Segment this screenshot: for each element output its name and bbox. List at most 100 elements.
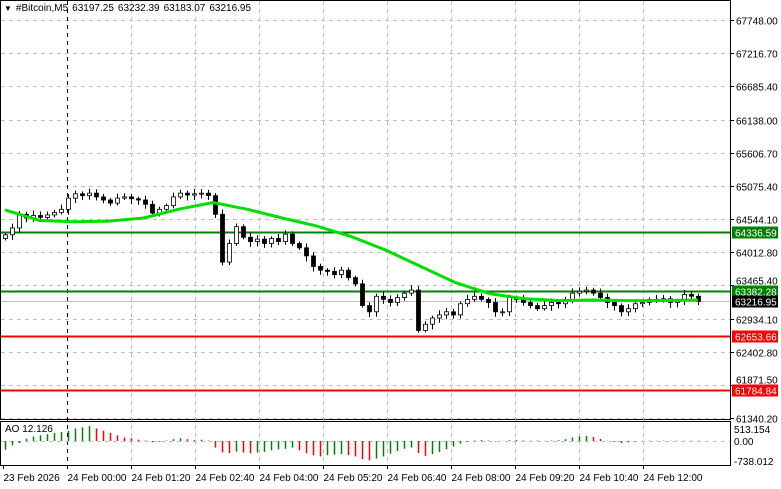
bear-candle [528,302,533,306]
bear-candle [94,192,99,198]
y-tick-label: 62402.80 [736,349,778,360]
bear-candle [493,302,498,313]
bull-candle [59,208,64,213]
bull-candle [507,297,512,313]
bear-candle [619,305,624,313]
x-tick-label: 24 Feb 00:00 [68,473,127,484]
bear-candle [206,192,211,197]
bear-candle [556,302,561,305]
y-tick-label: 67748.00 [736,17,778,28]
bull-candle [542,305,547,310]
bear-candle [591,289,596,294]
x-tick-label: 24 Feb 06:40 [388,473,447,484]
bull-candle [444,311,449,316]
triangle-down-icon[interactable]: ▼ [4,4,12,13]
x-tick-label: 24 Feb 09:20 [516,473,575,484]
bear-candle [318,266,323,271]
bear-candle [360,283,365,306]
bear-candle [689,294,694,297]
bear-candle [297,243,302,249]
x-tick-label: 24 Feb 04:00 [260,473,319,484]
bull-candle [115,197,120,204]
bull-candle [3,234,8,239]
y-tick-label: 66685.40 [736,83,778,94]
moving-average-line [4,200,699,303]
price-label: 61784.84 [735,387,777,398]
bear-candle [381,295,386,300]
bull-candle [73,193,78,199]
bear-candle [108,199,113,204]
bear-candle [213,195,218,215]
x-tick-label: 24 Feb 12:00 [644,473,703,484]
ao-indicator-label: AO 12.126 [5,424,53,435]
bear-candle [150,203,155,214]
main-plot-frame [0,0,731,420]
bull-candle [430,317,435,325]
bull-candle [192,193,197,196]
close-value: 63216.95 [209,3,252,14]
bull-candle [409,289,414,294]
bear-candle [353,277,358,285]
bull-candle [577,290,582,294]
bull-candle [10,227,15,236]
bear-candle [332,271,337,275]
bear-candle [451,311,456,316]
bear-candle [241,226,246,238]
y-tick-label: 63465.40 [736,277,778,288]
y-tick-label: 65606.70 [736,150,778,161]
ao-axis-label: 513.154 [734,425,771,436]
bear-candle [304,247,309,257]
bear-candle [129,196,134,200]
symbol-label: #Bitcoin,M5 [15,3,69,14]
bull-candle [402,292,407,298]
x-tick-label: 24 Feb 08:00 [452,473,511,484]
bear-candle [143,199,148,205]
bear-candle [185,192,190,196]
bear-candle [136,198,141,201]
bear-candle [612,302,617,306]
bull-candle [640,302,645,305]
bear-candle [248,236,253,243]
bull-candle [626,308,631,313]
bull-candle [472,295,477,300]
x-tick-label: 23 Feb 2026 [4,473,61,484]
y-tick-label: 67216.70 [736,50,778,61]
low-value: 63183.07 [163,3,206,14]
ao-axis-label: -738.012 [734,457,774,468]
x-tick-label: 24 Feb 10:40 [580,473,639,484]
price-label-bg [732,226,778,239]
bear-candle [101,196,106,201]
bear-candle [479,295,484,300]
bull-candle [465,298,470,305]
y-tick-label: 62934.10 [736,316,778,327]
y-tick-label: 61340.20 [736,415,778,426]
bull-candle [423,323,428,331]
bear-candle [346,269,351,279]
bull-candle [395,297,400,303]
bull-candle [66,197,71,210]
y-tick-label: 66138.00 [736,117,778,128]
bear-candle [486,298,491,303]
bull-candle [269,238,274,244]
bull-candle [87,192,92,197]
bear-candle [262,238,267,244]
bull-candle [339,269,344,275]
x-tick-label: 24 Feb 05:20 [324,473,383,484]
bull-candle [549,302,554,306]
bull-candle [283,233,288,243]
x-tick-label: 24 Feb 01:20 [132,473,191,484]
bear-candle [276,238,281,243]
bear-candle [80,193,85,197]
x-tick-label: 24 Feb 02:40 [196,473,255,484]
y-tick-label: 61871.50 [736,376,778,387]
price-label-bg [732,285,778,298]
bear-candle [535,305,540,310]
price-label: 62653.66 [735,333,777,344]
open-value: 63197.25 [72,3,114,14]
bear-candle [311,255,316,267]
bull-candle [500,311,505,314]
bear-candle [388,298,393,303]
bull-candle [171,196,176,206]
chart-header: ▼ #Bitcoin,M5 63197.25 63232.39 63183.07… [4,3,251,14]
